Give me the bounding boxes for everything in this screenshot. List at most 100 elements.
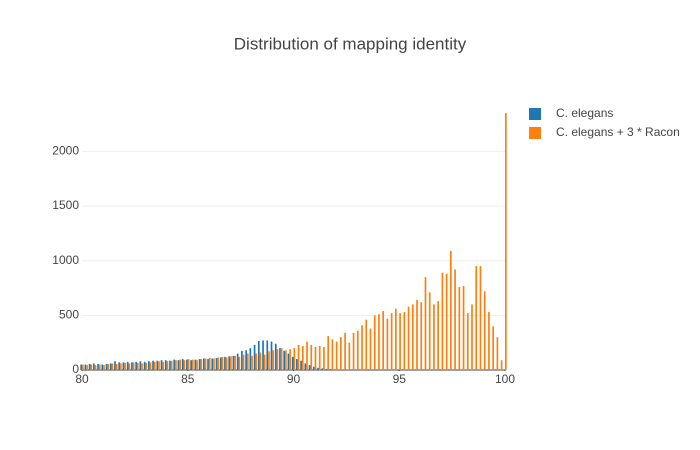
bar — [437, 301, 440, 370]
bar — [373, 315, 376, 370]
bar — [194, 359, 197, 370]
bar — [158, 361, 160, 370]
bar — [352, 332, 355, 370]
bar — [186, 359, 188, 370]
bar — [390, 313, 393, 370]
bar — [120, 363, 122, 370]
bar — [321, 368, 324, 370]
bar — [386, 318, 389, 370]
x-tick-label: 95 — [393, 372, 407, 386]
bar — [276, 349, 279, 370]
bar — [98, 364, 101, 370]
bar — [118, 362, 121, 370]
bar — [488, 312, 490, 370]
bar — [196, 360, 198, 370]
bar — [162, 361, 165, 370]
bar — [221, 356, 224, 370]
bar — [395, 308, 397, 370]
bar — [135, 361, 137, 370]
bar — [136, 362, 139, 370]
bar — [143, 361, 146, 370]
y-tick-label: 1500 — [52, 198, 79, 212]
legend-label: C. elegans + 3 * Racon — [556, 125, 680, 139]
bar — [280, 348, 283, 370]
bar — [153, 361, 156, 370]
bar — [215, 357, 218, 370]
bar — [263, 354, 266, 370]
bar — [251, 355, 253, 370]
bar — [170, 360, 173, 370]
bar — [329, 369, 332, 370]
bar — [211, 358, 214, 370]
bar — [496, 337, 499, 370]
bar — [232, 355, 235, 370]
bar — [202, 358, 205, 370]
bar — [505, 113, 507, 371]
bar — [101, 364, 104, 370]
bar — [340, 337, 342, 370]
bar — [224, 356, 226, 370]
bar — [365, 319, 368, 370]
bar — [198, 359, 201, 370]
bar — [483, 291, 486, 370]
bar — [348, 342, 351, 370]
bar — [156, 360, 159, 370]
bar — [416, 300, 418, 370]
bar — [124, 362, 126, 370]
bar — [285, 350, 287, 370]
bar — [141, 363, 143, 370]
bar — [300, 360, 302, 370]
x-tick-label: 80 — [75, 372, 89, 386]
bar — [304, 363, 307, 370]
bar — [115, 363, 118, 370]
bar — [208, 357, 211, 370]
bar — [128, 363, 131, 370]
bar — [270, 341, 273, 370]
y-tick-label: 2000 — [52, 144, 79, 158]
bar — [317, 367, 319, 370]
bar — [344, 332, 346, 370]
bar — [207, 359, 209, 370]
bar — [183, 360, 186, 370]
bar — [310, 344, 313, 370]
bar — [479, 266, 482, 370]
bar — [242, 354, 245, 370]
bar — [334, 369, 336, 370]
bar — [241, 350, 243, 370]
bar — [314, 347, 317, 370]
bar — [500, 360, 503, 370]
bar — [204, 358, 207, 370]
bar — [213, 358, 215, 370]
bar — [253, 344, 256, 370]
bar — [257, 341, 260, 370]
bar — [259, 352, 262, 370]
bar — [160, 360, 163, 370]
bar — [428, 292, 431, 370]
bar — [94, 365, 97, 370]
bar — [272, 350, 275, 370]
bar — [378, 314, 380, 370]
bar — [175, 360, 177, 370]
bar — [217, 357, 220, 370]
bar — [450, 250, 452, 370]
bar — [131, 362, 133, 370]
bar — [361, 325, 363, 370]
bar — [369, 328, 372, 370]
bar — [169, 360, 171, 370]
y-tick-label: 0 — [72, 362, 79, 376]
bar — [238, 356, 241, 370]
bar — [445, 273, 448, 370]
bar — [122, 362, 125, 370]
bar — [132, 362, 135, 370]
bar — [225, 357, 228, 370]
bar — [230, 356, 232, 370]
bar — [190, 360, 192, 370]
bar — [301, 345, 304, 370]
bar — [308, 365, 311, 370]
bar — [139, 361, 142, 370]
bar — [236, 353, 239, 370]
bar — [114, 361, 116, 370]
bar — [356, 330, 359, 370]
bar — [145, 362, 148, 370]
